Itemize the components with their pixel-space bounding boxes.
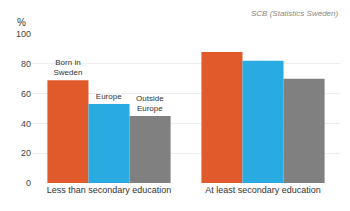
svg-text:0: 0 bbox=[26, 178, 31, 188]
svg-text:100: 100 bbox=[16, 29, 31, 39]
svg-text:80: 80 bbox=[21, 59, 31, 69]
svg-text:%: % bbox=[17, 17, 26, 28]
svg-text:SCB (Statistics Sweden): SCB (Statistics Sweden) bbox=[251, 9, 338, 18]
svg-text:20: 20 bbox=[21, 148, 31, 158]
svg-text:Less than secondary education: Less than secondary education bbox=[47, 185, 172, 195]
svg-text:OutsideEurope: OutsideEurope bbox=[136, 94, 164, 113]
svg-text:At least secondary education: At least secondary education bbox=[205, 185, 321, 195]
svg-text:60: 60 bbox=[21, 89, 31, 99]
svg-text:40: 40 bbox=[21, 119, 31, 129]
svg-text:Born inSweden: Born inSweden bbox=[53, 58, 82, 77]
svg-text:Europe: Europe bbox=[96, 92, 122, 101]
